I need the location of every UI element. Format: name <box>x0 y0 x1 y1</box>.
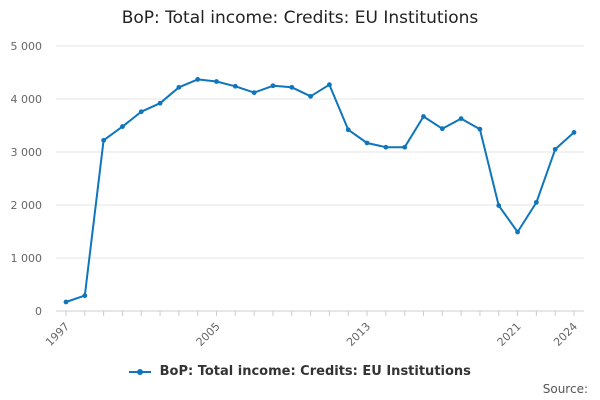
data-point <box>214 79 219 84</box>
y-tick-label: 1 000 <box>11 252 43 265</box>
data-point <box>270 83 276 89</box>
data-point <box>232 83 238 89</box>
data-point <box>176 84 182 90</box>
data-point <box>327 82 332 88</box>
x-tick-label: 1997 <box>43 320 72 349</box>
y-tick-label: 2 000 <box>11 199 43 212</box>
y-tick-label: 3 000 <box>11 146 43 159</box>
data-point <box>251 90 257 96</box>
source-label: Source: <box>542 382 588 396</box>
data-point <box>458 116 464 122</box>
data-point <box>289 84 295 90</box>
data-point <box>157 100 163 106</box>
x-tick-label: 2013 <box>344 320 373 349</box>
x-tick-label: 2005 <box>194 320 223 349</box>
data-point <box>308 93 313 99</box>
y-tick-label: 4 000 <box>11 93 43 106</box>
data-point <box>120 124 125 129</box>
data-point <box>82 293 88 299</box>
data-point <box>63 299 69 305</box>
data-point <box>364 140 370 146</box>
data-point <box>383 144 389 150</box>
legend-series-label: BoP: Total income: Credits: EU Instituti… <box>159 364 471 379</box>
data-point <box>402 144 408 150</box>
data-point <box>552 146 558 152</box>
data-point <box>101 137 107 143</box>
grid-lines <box>56 45 584 259</box>
data-point <box>477 126 483 132</box>
chart-title: BoP: Total income: Credits: EU Instituti… <box>121 8 479 28</box>
y-axis-tick-labels: 0 1 000 2 000 3 000 4 000 5 000 <box>11 40 43 318</box>
series-layer <box>63 76 577 305</box>
data-point <box>421 114 426 119</box>
data-point <box>439 126 445 132</box>
data-point <box>496 203 502 208</box>
legend[interactable]: BoP: Total income: Credits: EU Instituti… <box>0 364 600 379</box>
x-tick-label: 2021 <box>495 320 524 349</box>
legend-line-marker-icon <box>129 367 152 377</box>
x-axis: 1997 2005 2013 2021 2024 <box>43 310 584 349</box>
y-tick-label: 5 000 <box>11 40 43 53</box>
series-line <box>65 78 575 303</box>
x-tick-label: 2024 <box>551 320 580 349</box>
data-point <box>533 199 539 205</box>
data-point <box>345 127 351 133</box>
data-point <box>138 109 144 115</box>
y-tick-label: 0 <box>35 305 42 318</box>
data-point <box>195 76 201 82</box>
data-point <box>571 129 577 135</box>
data-point <box>515 229 520 235</box>
